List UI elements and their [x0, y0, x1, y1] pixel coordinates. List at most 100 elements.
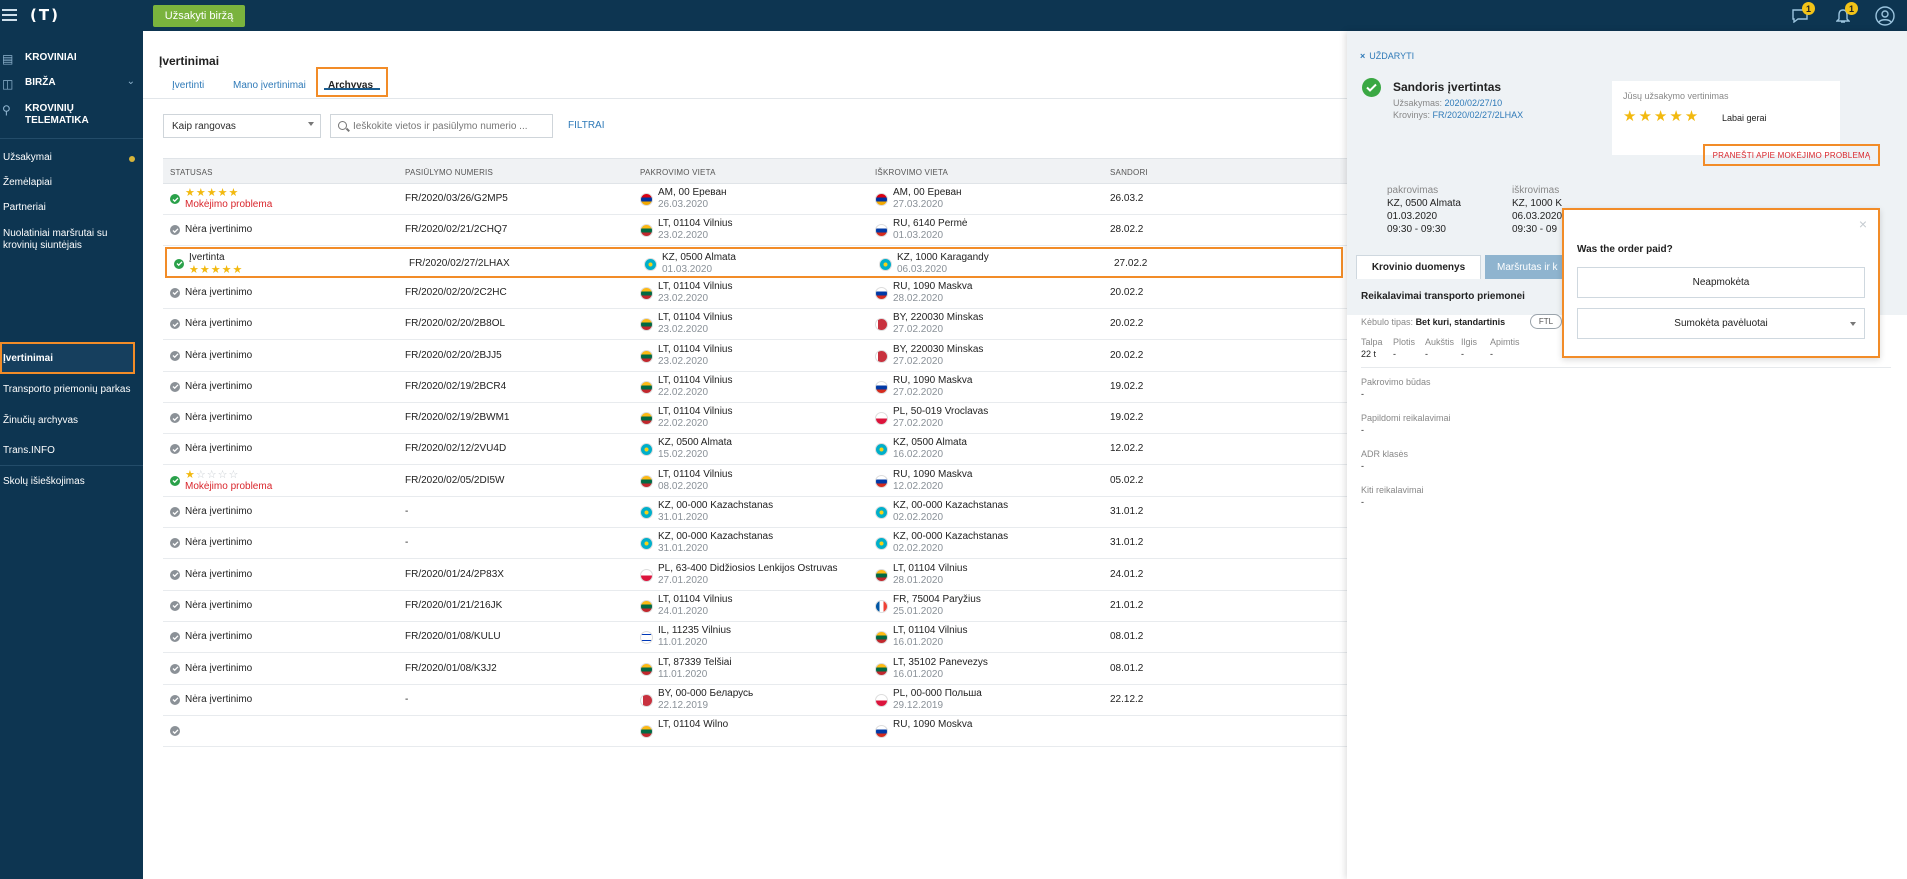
close-icon[interactable]: ×: [1858, 216, 1867, 232]
table-row[interactable]: Nėra įvertinimo FR/2020/02/20/2B8OL LT, 01…: [163, 309, 1347, 341]
table-row[interactable]: Įvertinta ★★★★★ FR/2020/02/27/2LHAX KZ, 050…: [165, 246, 1343, 278]
role-select[interactable]: Kaip rangovas: [163, 114, 321, 138]
sidebar-item-exchange[interactable]: ◫ BIRŽA ⌄: [0, 76, 143, 91]
unloading-place: KZ, 1000 K: [1512, 198, 1563, 209]
column-header-offer-number[interactable]: PASIŪLYMO NUMERIS: [405, 168, 494, 177]
country-flag-icon: [640, 443, 653, 457]
search-input[interactable]: [353, 119, 548, 134]
menu-icon[interactable]: [2, 9, 17, 21]
tab-route[interactable]: Maršrutas ir k: [1485, 255, 1565, 279]
tab-rate[interactable]: Įvertinti: [172, 80, 205, 91]
cargo-link[interactable]: FR/2020/02/27/2LHAX: [1432, 110, 1524, 120]
column-header-loading-place[interactable]: PAKROVIMO VIETA: [640, 168, 716, 177]
loading-place: AM, 00 Ереван: [658, 187, 727, 198]
sidebar-item-message-archive[interactable]: Žinučių archyvas: [0, 415, 143, 429]
unloading-place: KZ, 1000 Karagandy: [897, 251, 989, 263]
table-row[interactable]: Nėra įvertinimo - KZ, 00-000 Kazachstanas 3…: [163, 528, 1347, 560]
loading-place: LT, 01104 Vilnius: [658, 374, 733, 386]
tab-archive-highlight: [316, 67, 388, 97]
sidebar-item-partners[interactable]: Partneriai: [0, 202, 143, 216]
sidebar-item-debt-collection[interactable]: Skolų išieškojimas: [0, 476, 143, 490]
option-unpaid-button[interactable]: Neapmokėta: [1577, 267, 1865, 298]
unread-dot: [129, 156, 135, 162]
loading-place: LT, 01104 Vilnius: [658, 280, 733, 292]
country-flag-icon: [879, 257, 892, 271]
order-link[interactable]: 2020/02/27/10: [1444, 98, 1503, 108]
country-flag-icon: [640, 725, 653, 739]
deal-title: Sandoris įvertintas: [1393, 80, 1502, 94]
sidebar-item-cargo[interactable]: ▤ KROVINIAI: [0, 52, 143, 66]
status-check-icon: [170, 319, 180, 330]
unloading-place: RU, 1090 Moskva: [893, 719, 973, 731]
offer-number: FR/2020/02/20/2C2HC: [405, 286, 507, 298]
close-panel-button[interactable]: × UŽDARYTI: [1360, 51, 1414, 61]
option-paid-late-select[interactable]: Sumokėta pavėluotai: [1577, 308, 1865, 339]
loading-place: IL, 11235 Vilnius: [658, 625, 732, 637]
order-exchange-button[interactable]: Užsakyti biržą: [153, 5, 245, 27]
other-requirements-label: Kiti reikalavimai: [1361, 485, 1424, 495]
unloading-date: 02.02.2020: [893, 543, 944, 555]
table-row[interactable]: Nėra įvertinimo FR/2020/02/19/2BWM1 LT, 01…: [163, 403, 1347, 435]
country-flag-icon: [640, 224, 653, 238]
country-flag-icon: [640, 568, 653, 582]
table-row[interactable]: Nėra įvertinimo - BY, 00-000 Беларусь 22.12…: [163, 684, 1347, 716]
table-row[interactable]: Nėra įvertinimo FR/2020/01/08/KULU IL, 112…: [163, 622, 1347, 654]
country-flag-icon: [640, 349, 653, 363]
sidebar-item-permanent-routes[interactable]: Nuolatiniai maršrutai su krovinių siuntė…: [0, 228, 143, 256]
capacity-label: Talpa: [1361, 337, 1383, 347]
column-header-deal-date[interactable]: SANDORI: [1110, 168, 1148, 177]
star-rating: ★☆☆☆☆: [185, 467, 240, 481]
option-paid-late-label: Sumokėta pavėluotai: [1674, 318, 1768, 329]
tab-my-ratings[interactable]: Mano įvertinimai: [233, 80, 306, 91]
table-row[interactable]: Nėra įvertinimo FR/2020/02/20/2C2HC LT, 01…: [163, 277, 1347, 309]
tab-cargo-details[interactable]: Krovinio duomenys: [1356, 255, 1481, 279]
sidebar-item-telematics[interactable]: ⚲ KROVINIŲ TELEMATIKA: [0, 103, 143, 131]
status-check-icon: [170, 194, 180, 204]
table-row[interactable]: Nėra įvertinimo FR/2020/02/21/2CHQ7 LT, 01…: [163, 215, 1347, 247]
sidebar-item-transinfo[interactable]: Trans.INFO: [0, 445, 143, 459]
offer-number: FR/2020/03/26/G2MP5: [405, 193, 508, 204]
table-row[interactable]: ★★★★★ Mokėjimo problema FR/2020/03/26/G2MP…: [163, 184, 1347, 215]
filters-link[interactable]: FILTRAI: [568, 120, 605, 131]
sidebar-item-label: Įvertinimai: [3, 353, 54, 364]
star-rating: ★★★★★: [185, 186, 240, 199]
country-flag-icon: [640, 412, 653, 426]
status-check-icon: [170, 569, 180, 580]
table-row[interactable]: Nėra įvertinimo FR/2020/02/12/2VU4D KZ, 05…: [163, 434, 1347, 466]
loading-date: 27.01.2020: [658, 574, 709, 586]
additional-requirements-label: Papildomi reikalavimai: [1361, 413, 1451, 423]
user-avatar-icon[interactable]: [1874, 5, 1896, 27]
table-row[interactable]: Nėra įvertinimo FR/2020/01/08/K3J2 LT, 873…: [163, 653, 1347, 685]
unloading-date: 16.01.2020: [893, 668, 944, 680]
table-row[interactable]: Nėra įvertinimo - KZ, 00-000 Kazachstanas 3…: [163, 497, 1347, 528]
column-header-unloading-place[interactable]: IŠKROVIMO VIETA: [875, 168, 949, 177]
vehicle-requirements-title: Reikalavimai transporto priemonei: [1361, 291, 1525, 302]
unloading-place: BY, 220030 Minskas: [893, 343, 984, 355]
sidebar-item-ratings[interactable]: Įvertinimai: [0, 353, 143, 367]
table-row[interactable]: Nėra įvertinimo FR/2020/02/20/2BJJ5 LT, 01…: [163, 340, 1347, 372]
table-row[interactable]: Nėra įvertinimo FR/2020/01/21/216JK LT, 01…: [163, 590, 1347, 622]
sidebar-item-maps[interactable]: Žemėlapiai: [0, 177, 143, 191]
status-check-icon: [170, 225, 180, 236]
notifications-icon[interactable]: 1: [1832, 2, 1858, 27]
table-row[interactable]: LT, 01104 Wilno RU, 1090 Moskva: [163, 716, 1347, 748]
caret-down-icon: [1850, 322, 1856, 326]
logo[interactable]: (T): [30, 6, 60, 24]
additional-requirements-value: -: [1361, 425, 1364, 435]
country-flag-icon: [640, 693, 653, 707]
offer-number: FR/2020/02/12/2VU4D: [405, 443, 507, 455]
messages-icon[interactable]: 1: [1789, 2, 1815, 27]
table-row[interactable]: Nėra įvertinimo FR/2020/02/19/2BCR4 LT, 01…: [163, 371, 1347, 403]
report-payment-problem-button[interactable]: PRANEŠTI APIE MOKĖJIMO PROBLEMĄ: [1703, 144, 1880, 166]
column-header-status[interactable]: STATUSAS: [170, 168, 213, 177]
unloading-place: RU, 6140 Permė: [893, 218, 968, 230]
loading-date: 08.02.2020: [658, 480, 709, 492]
tab-archive[interactable]: Archyvas: [328, 80, 374, 91]
sidebar-item-orders[interactable]: Užsakymai: [0, 152, 143, 166]
table-row[interactable]: ★☆☆☆☆ Mokėjimo problema FR/2020/02/05/2DI5…: [163, 465, 1347, 497]
search-box[interactable]: [330, 114, 553, 138]
unloading-place: KZ, 00-000 Kazachstanas: [893, 500, 1009, 511]
sidebar-item-fleet[interactable]: Transporto priemonių parkas: [0, 384, 143, 398]
table-row[interactable]: Nėra įvertinimo FR/2020/01/24/2P83X PL, 63…: [163, 559, 1347, 591]
order-meta: Užsakymas: 2020/02/27/10: [1393, 98, 1502, 108]
